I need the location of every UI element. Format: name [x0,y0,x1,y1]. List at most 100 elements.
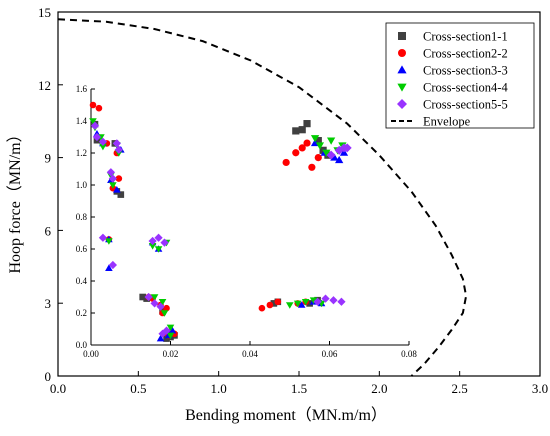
x-tick-label: 3.0 [532,381,548,396]
y-tick-label: 12 [38,78,51,93]
cross-section5-5-point [342,143,352,153]
legend-cross-section1-1-swatch [398,32,406,40]
legend-label: Cross-section1-1 [423,30,508,44]
inset-cross-section3-3-point [105,264,113,272]
inset-y-tick-label: 0.2 [76,308,87,318]
inset-cross-section3-3-point [297,301,306,308]
cross-section4-4-point [322,149,331,157]
y-axis-title: Hoop force（MN/m） [6,126,24,273]
cross-section2-2-point [303,139,311,147]
inset-cross-section4-4-point [158,298,167,306]
inset-y-tick-label: 1.6 [76,84,88,94]
inset-cross-section3-3-point [168,326,177,334]
legend-cross-section5-5-swatch [397,99,407,109]
inset-x-tick-label: 0.00 [83,349,99,359]
inset-cross-section5-5-point [108,174,117,183]
inset-cross-section5-5-point [98,137,108,146]
inset-cross-section5-5-point [108,260,117,270]
inset-y-tick-label: 1.0 [76,180,88,190]
y-tick-label: 6 [45,223,52,238]
legend-label: Envelope [423,115,471,129]
inset-cross-section5-5-point [321,294,330,303]
inset-y-tick-label: 0.6 [76,244,88,254]
inset-cross-section5-5-point [148,236,157,246]
inset-cross-section5-5-point [313,297,322,306]
inset-cross-section4-4-point [293,300,302,308]
inset-cross-section2-2-point [89,101,97,109]
cross-section5-5-point [326,150,336,160]
legend-box [385,22,535,129]
cross-section2-2-point [282,158,290,167]
inset-cross-section2-2-point [274,298,282,306]
inset-cross-section5-5-point [144,292,153,302]
inset-cross-section5-5-point [156,302,165,311]
inset-cross-section5-5-point [154,233,163,242]
inset-cross-section5-5-point [98,233,108,242]
inset-cross-section1-1-point [163,335,170,342]
x-tick-label: 0.5 [130,381,146,396]
legend-cross-section2-2-swatch [398,49,406,57]
legend-label: Cross-section4-4 [423,81,508,95]
inset-x-tick-label: 0.04 [242,349,258,359]
inset-cross-section5-5-point [92,132,102,142]
inset-cross-section4-4-point [309,297,318,304]
cross-section2-2-point [292,149,300,157]
inset-x-tick-label: 0.02 [163,349,179,359]
cross-section4-4-point [315,142,325,150]
cross-section4-4-point [310,135,320,143]
legend: Cross-section1-1 Cross-section2-2 Cross-se… [385,22,535,129]
inset-cross-section1-1-point [306,300,313,307]
inset-cross-section1-1-point [270,300,278,307]
envelope-line [57,18,468,377]
legend-cross-section4-4-swatch [397,83,407,92]
inset-cross-section5-5-point [90,121,100,130]
inset-y-tick-label: 0.8 [76,212,88,222]
inset-x-tick-label: 0.08 [401,349,417,359]
inset-cross-section2-2-point [266,301,274,309]
inset-y-tick-label: 1.2 [76,148,87,158]
cross-section2-2-point [314,154,322,162]
cross-section2-2-point [298,144,306,152]
inset-cross-section4-4-point [285,302,294,309]
y-tick-label: 0 [45,369,52,384]
legend-cross-section3-3-swatch [397,65,407,74]
inset-cross-section4-4-point [89,118,97,125]
inset-cross-section2-2-point [163,304,170,312]
x-tick-label: 2.5 [452,381,468,396]
cross-section1-1-point [298,126,306,134]
inset-cross-section4-4-point [166,324,175,332]
inset-cross-section5-5-point [162,326,171,335]
inset-cross-section5-5-point [160,238,169,247]
inset-cross-section2-2-point [95,104,103,112]
inset-cross-section4-4-point [301,298,310,306]
y-tick-label: 15 [38,5,51,20]
legend-label: Cross-section3-3 [423,64,508,78]
inset-cross-section4-4-point [166,332,175,340]
inset-cross-section2-2-point [115,175,123,182]
inset-y-tick-label: 0.4 [76,276,88,286]
inset-y-tick-label: 0.0 [76,340,88,350]
inset-y-tick-label: 1.4 [76,116,88,126]
x-tick-label: 0.0 [50,381,66,396]
inset-cross-section5-5-point [112,139,121,148]
cross-section4-4-point [326,137,336,145]
inset-cross-section2-2-point [258,304,266,312]
inset-cross-section1-1-point [139,293,146,301]
inset-x-tick-label: 0.06 [322,349,338,359]
inset-cross-section5-5-point [114,145,123,154]
x-axis-title: Bending moment（MN.m/m） [185,406,387,424]
inset-plot: 0.00 0.02 0.04 0.06 0.08 0.0 0.2 0.4 0.6 0.8 1.0 1.… [76,84,418,359]
main-plot: 0.0 0.5 1.0 1.5 2.0 2.5 3.0 0 3 6 9 12 15 [38,5,548,396]
inset-cross-section5-5-point [150,299,159,308]
inset-cross-section5-5-point [337,297,346,306]
inset-cross-section4-4-point [150,294,159,301]
inset-cross-section4-4-point [105,238,113,245]
inset-cross-section3-3-point [156,334,165,342]
legend-label: Cross-section2-2 [423,47,508,61]
inset-cross-section3-3-point [113,186,121,193]
cross-section1-1-point [292,127,300,135]
x-tick-label: 2.0 [371,381,387,396]
cross-section2-2-point [308,163,316,171]
inset-cross-section4-4-point [148,242,157,250]
